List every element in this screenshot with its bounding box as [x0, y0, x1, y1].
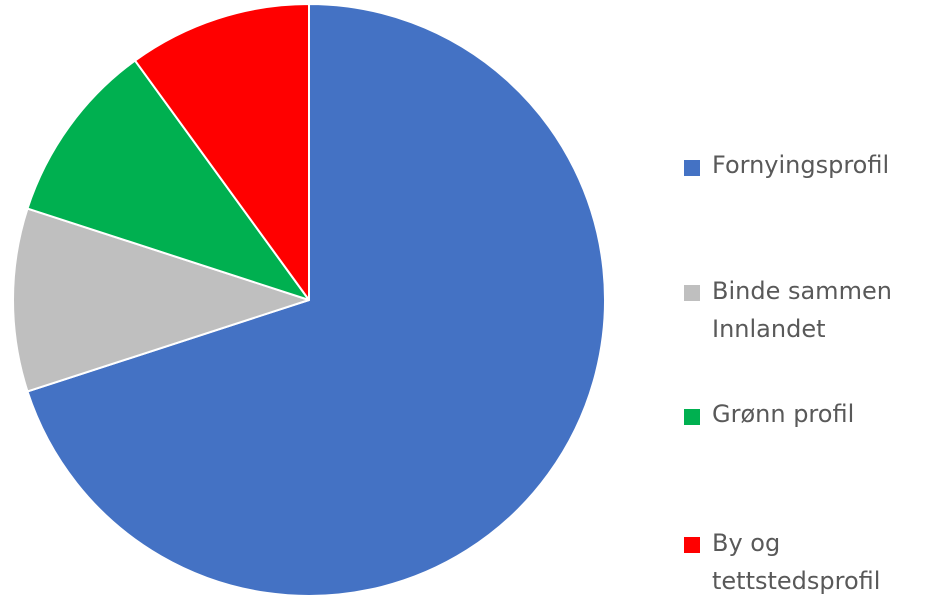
chart-legend: Fornyingsprofil Binde sammen Innlandet G…	[684, 0, 929, 602]
legend-swatch-by-og-tettstedsprofil	[684, 537, 700, 553]
legend-label-by-og-tettstedsprofil: By og tettstedsprofil	[712, 529, 881, 595]
pie-slice-gronn-profil	[26, 59, 310, 301]
legend-swatch-binde-sammen-innlandet	[684, 285, 700, 301]
legend-label-binde-sammen-innlandet: Binde sammen Innlandet	[712, 277, 892, 343]
pie-plot-area	[12, 3, 606, 597]
pie-slice-binde-sammen-innlandet	[12, 207, 310, 393]
pie-slice-fornyingsprofil	[26, 3, 606, 597]
legend-label-fornyingsprofil: Fornyingsprofil	[712, 151, 890, 179]
legend-swatch-gronn-profil	[684, 409, 700, 425]
legend-swatch-fornyingsprofil	[684, 160, 700, 176]
legend-label-gronn-profil: Grønn profil	[712, 400, 855, 428]
pie-slice-by-og-tettstedsprofil	[134, 3, 310, 301]
